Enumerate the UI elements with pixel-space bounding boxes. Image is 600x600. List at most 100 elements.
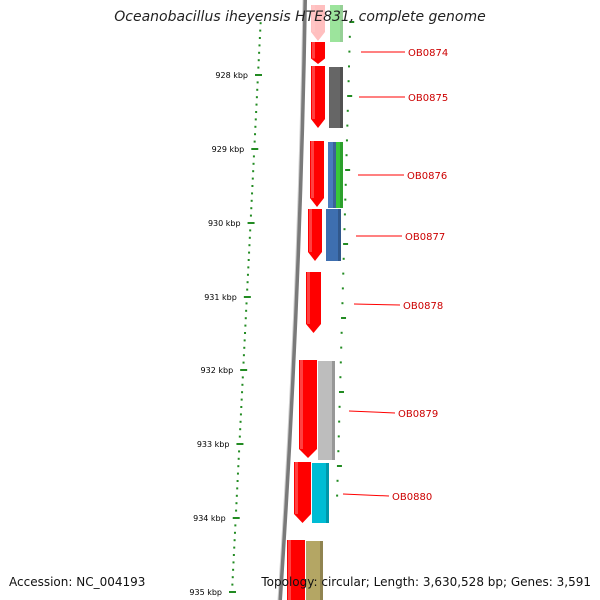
minor-tick — [233, 546, 236, 549]
minor-tick — [239, 413, 242, 416]
outer-tick — [337, 450, 340, 453]
neighbor-bar — [312, 463, 329, 523]
minor-tick — [249, 229, 252, 232]
tick-label: 930 kbp — [208, 219, 241, 228]
minor-tick — [243, 339, 246, 342]
neighbor-bar — [336, 142, 343, 208]
outer-tick — [337, 435, 340, 438]
gene-labels: OB0874 OB0875 OB0876 OB0877 OB0878 OB0879 OB08… — [342, 48, 448, 503]
minor-tick — [253, 140, 256, 143]
outer-tick — [342, 272, 345, 275]
minor-tick — [246, 288, 249, 291]
gene-arrow-shine — [312, 66, 315, 119]
gene-arrow-shine — [309, 209, 312, 252]
neighbor-bar — [329, 67, 343, 128]
minor-tick — [248, 236, 251, 239]
minor-tick — [254, 125, 257, 128]
gene-arrow-shine — [312, 42, 315, 59]
minor-tick — [236, 480, 239, 482]
minor-tick — [246, 281, 249, 284]
gene-arrow — [310, 141, 324, 207]
minor-tick — [256, 81, 259, 84]
outer-tick — [338, 391, 344, 393]
outer-tick — [346, 124, 349, 127]
minor-tick — [240, 398, 243, 401]
minor-tick — [238, 435, 241, 438]
minor-tick — [252, 155, 255, 158]
tick-label: 929 kbp — [212, 145, 245, 154]
minor-tick — [248, 244, 251, 247]
minor-tick — [256, 88, 259, 91]
outer-tick — [345, 139, 348, 142]
minor-tick — [233, 531, 236, 534]
gene-arrow-shine — [300, 360, 303, 449]
gene-leader-line — [353, 303, 401, 306]
gene-label: OB0880 — [392, 492, 432, 503]
outer-tick — [343, 243, 349, 245]
minor-tick — [244, 324, 247, 327]
outer-tick — [344, 198, 347, 201]
gene-arrow — [287, 540, 305, 600]
minor-tick — [244, 332, 247, 334]
outer-tick — [345, 169, 351, 171]
outer-tick — [341, 302, 344, 305]
minor-tick — [237, 465, 240, 468]
minor-tick — [246, 273, 249, 276]
minor-tick — [239, 420, 242, 423]
accession-text: Accession: NC_004193 — [9, 575, 146, 589]
tick-label: 931 kbp — [204, 293, 237, 302]
map-title: Oceanobacillus iheyensis HTE831, complet… — [114, 9, 486, 25]
gene-arrow — [311, 66, 325, 128]
gene-label: OB0879 — [398, 409, 438, 420]
minor-tick — [251, 192, 254, 195]
outer-tick — [336, 479, 339, 482]
scale-ticks: 928 kbp 929 kbp 930 kbp 931 kbp 932 kbp 933 k… — [189, 21, 355, 597]
outer-tick — [349, 21, 355, 23]
outer-tick — [341, 287, 344, 290]
minor-tick — [247, 259, 250, 261]
minor-tick — [239, 428, 242, 431]
gene-arrow — [308, 209, 322, 261]
neighbor-bar-shade — [333, 142, 336, 208]
minor-tick — [258, 37, 261, 39]
minor-tick — [254, 133, 257, 136]
minor-tick — [236, 487, 239, 490]
minor-tick — [252, 170, 255, 173]
gene-arrow — [294, 462, 311, 523]
outer-tick — [345, 154, 348, 157]
minor-tick — [257, 59, 260, 62]
outer-tick — [343, 228, 346, 231]
neighbor-bar-shade — [340, 142, 343, 208]
minor-tick — [236, 472, 239, 475]
neighbor-bar — [326, 209, 341, 261]
gene-label: OB0874 — [408, 48, 448, 59]
genome-summary-text: Topology: circular; Length: 3,630,528 bp… — [261, 575, 591, 589]
neighbor-bar-shade — [320, 541, 323, 600]
outer-tick — [344, 183, 347, 186]
gene-leader-line — [348, 410, 396, 414]
gene-arrow-faded — [311, 5, 325, 41]
minor-tick — [241, 391, 244, 394]
neighbor-bar — [328, 142, 336, 208]
outer-tick — [338, 405, 341, 408]
minor-tick — [235, 509, 238, 512]
tick-label: 932 kbp — [201, 366, 234, 375]
minor-tick — [249, 214, 252, 217]
minor-tick — [255, 103, 258, 106]
gene-arrow — [306, 272, 321, 333]
minor-tick — [254, 118, 257, 121]
gene-label: OB0876 — [407, 171, 447, 182]
minor-tick — [255, 111, 258, 113]
minor-tick — [241, 383, 244, 386]
gene-arrow — [299, 360, 317, 458]
minor-tick — [250, 207, 253, 210]
outer-tick — [347, 80, 350, 83]
backbone-highlight — [277, 0, 304, 600]
tick-label: 928 kbp — [215, 71, 248, 80]
outer-tick — [336, 465, 342, 467]
gene-label: OB0877 — [405, 232, 445, 243]
minor-tick — [243, 346, 246, 349]
gene-arrow-faded-shine — [312, 5, 315, 32]
outer-tick — [339, 376, 342, 379]
